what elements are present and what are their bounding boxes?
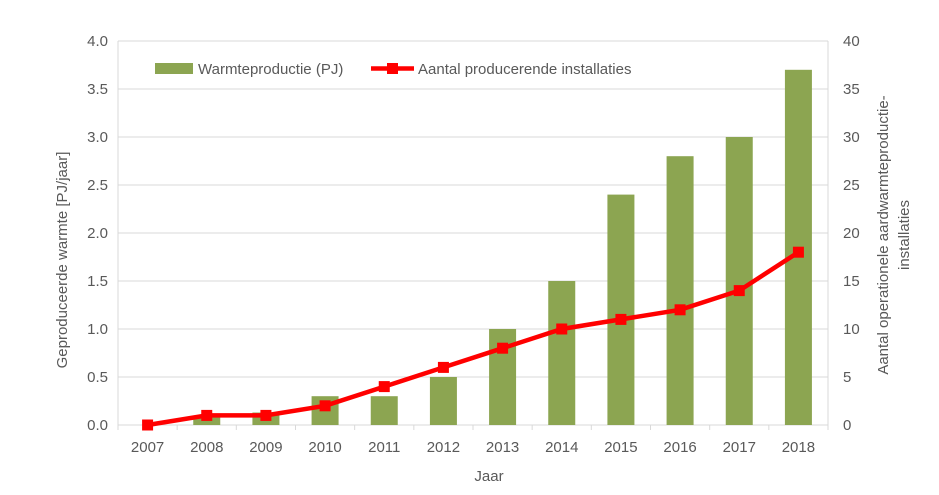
legend-label-warmteproductie: Warmteproductie (PJ) — [198, 61, 343, 78]
y-axis-right-tick-label: 15 — [843, 273, 860, 290]
x-axis-tick-label: 2011 — [368, 439, 400, 456]
y-axis-right-tick-label: 35 — [843, 81, 860, 98]
line-marker — [142, 419, 154, 431]
bar — [607, 194, 635, 425]
x-axis-tick-label: 2007 — [131, 439, 164, 456]
x-axis-tick-label: 2008 — [190, 439, 223, 456]
y-axis-right-tick-label: 0 — [843, 417, 851, 434]
bar — [429, 377, 457, 425]
y-axis-right-title-line1: Aantal operationele aardwarmteproductie- — [875, 95, 892, 374]
line-marker — [674, 304, 686, 316]
line-marker — [260, 409, 272, 421]
y-axis-left-title: Geproduceerde warmte [PJ/jaar] — [54, 152, 71, 369]
y-axis-right-tick-label: 25 — [843, 177, 860, 194]
y-axis-right-tick-label: 5 — [843, 369, 851, 386]
y-axis-left-tick-label: 2.0 — [87, 225, 108, 242]
legend-marker-installaties — [387, 63, 398, 74]
y-axis-right-title-line2: installaties — [896, 200, 913, 270]
line-marker — [201, 409, 213, 421]
x-axis-tick-label: 2016 — [663, 439, 696, 456]
y-axis-right-tick-label: 20 — [843, 225, 860, 242]
y-axis-right-tick-label: 10 — [843, 321, 860, 338]
line-marker — [497, 342, 509, 354]
line-marker — [792, 246, 804, 258]
legend-swatch-warmteproductie — [155, 63, 193, 74]
x-axis-tick-label: 2015 — [604, 439, 637, 456]
bar — [725, 137, 753, 425]
x-axis-tick-label: 2012 — [427, 439, 460, 456]
line-series — [147, 250, 800, 428]
y-axis-left-tick-label: 1.5 — [87, 273, 108, 290]
bar — [548, 281, 576, 425]
x-axis-title: Jaar — [474, 468, 503, 485]
y-axis-left-tick-label: 3.0 — [87, 129, 108, 146]
line-marker — [319, 400, 331, 412]
y-axis-right-title: Aantal operationele aardwarmteproductie-… — [875, 95, 913, 374]
legend-label-installaties: Aantal producerende installaties — [418, 61, 631, 78]
y-axis-right-tick-label: 40 — [843, 33, 860, 50]
x-axis-tick-label: 2013 — [486, 439, 519, 456]
y-axis-left-tick-label: 3.5 — [87, 81, 108, 98]
y-axis-right-tick-label: 30 — [843, 129, 860, 146]
line-marker — [378, 381, 390, 393]
y-axis-left-tick-label: 4.0 — [87, 33, 108, 50]
y-axis-left-tick-label: 1.0 — [87, 321, 108, 338]
line-marker — [733, 285, 745, 297]
x-axis-tick-label: 2017 — [723, 439, 756, 456]
x-axis-tick-label: 2018 — [782, 439, 815, 456]
bar — [370, 396, 398, 425]
line-marker — [615, 313, 627, 325]
bar — [666, 156, 694, 425]
x-axis-tick-label: 2014 — [545, 439, 578, 456]
y-axis-left-tick-label: 0.0 — [87, 417, 108, 434]
line-marker — [556, 323, 568, 335]
y-axis-left-tick-label: 2.5 — [87, 177, 108, 194]
line-marker — [437, 361, 449, 373]
y-axis-left-tick-label: 0.5 — [87, 369, 108, 386]
x-axis-tick-label: 2009 — [249, 439, 282, 456]
x-axis-tick-label: 2010 — [308, 439, 341, 456]
bar — [193, 417, 221, 425]
